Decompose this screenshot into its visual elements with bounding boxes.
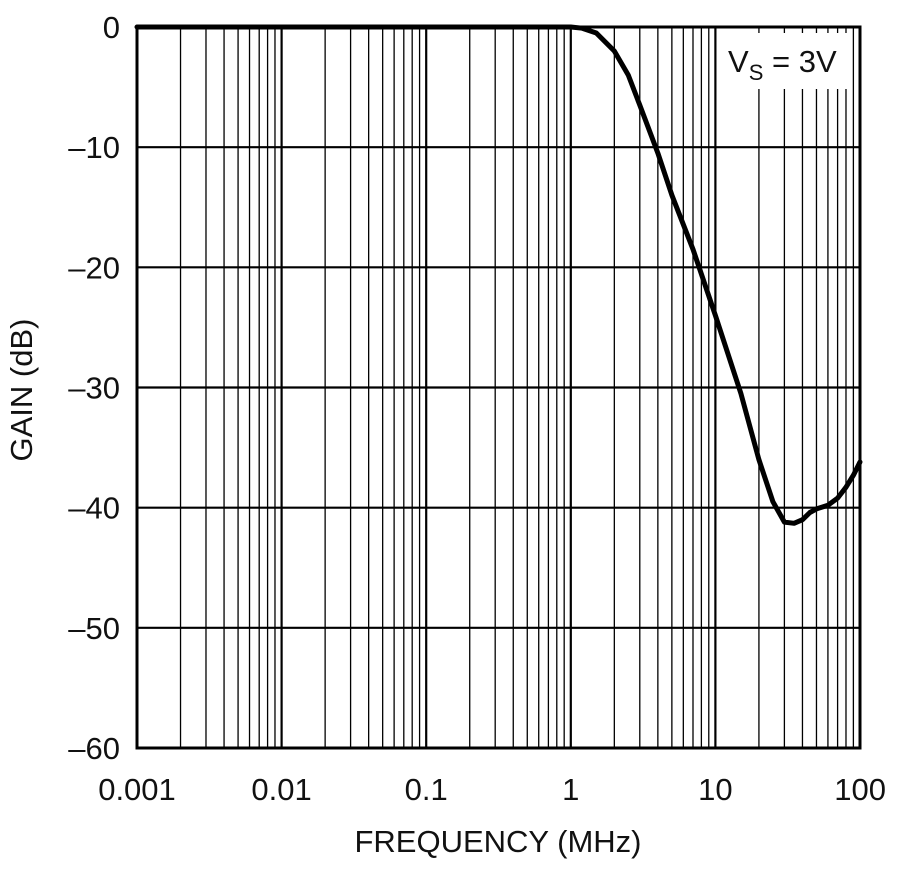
annotation-main: V — [728, 44, 749, 79]
x-axis-title: FREQUENCY (MHz) — [354, 824, 641, 859]
y-tick-label: –10 — [68, 130, 120, 165]
x-tick-label: 100 — [834, 772, 886, 807]
svg-text:VS = 3V: VS = 3V — [728, 44, 837, 85]
y-tick-label: 0 — [103, 10, 120, 45]
x-tick-label: 0.01 — [251, 772, 311, 807]
y-tick-label: –60 — [68, 731, 120, 766]
y-tick-label: –30 — [68, 371, 120, 406]
y-axis-title: GAIN (dB) — [4, 319, 39, 462]
x-tick-label: 0.001 — [98, 772, 176, 807]
x-tick-label: 10 — [698, 772, 732, 807]
annotation-box: VS = 3V — [721, 33, 851, 89]
annotation-sub: S — [749, 60, 764, 85]
series-line — [134, 24, 863, 526]
grid-lines — [137, 27, 860, 748]
y-tick-label: –50 — [68, 611, 120, 646]
x-tick-label: 0.1 — [405, 772, 448, 807]
x-tick-labels: 0.001 0.01 0.1 1 10 100 — [98, 772, 886, 807]
y-tick-labels: 0 –10 –20 –30 –40 –50 –60 — [68, 10, 120, 766]
y-tick-label: –40 — [68, 491, 120, 526]
y-tick-label: –20 — [68, 250, 120, 285]
annotation-rest: = 3V — [763, 44, 837, 79]
x-tick-label: 1 — [562, 772, 579, 807]
